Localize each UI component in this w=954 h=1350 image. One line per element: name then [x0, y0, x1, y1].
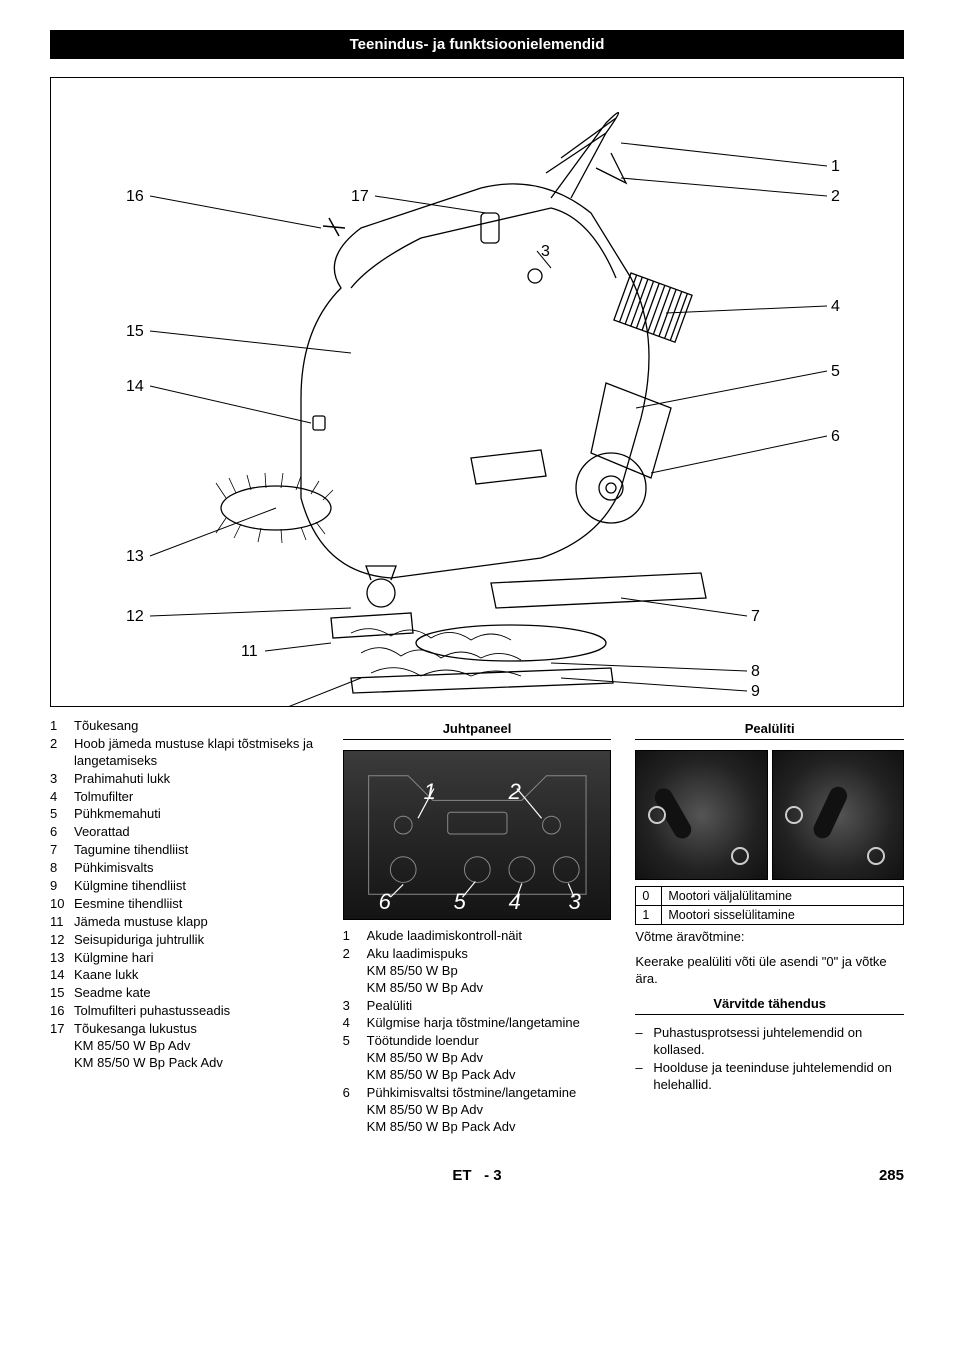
switch-photo-0: [635, 750, 767, 880]
legend-item: 2Aku laadimispuksKM 85/50 W BpKM 85/50 W…: [343, 946, 612, 997]
legend-item: 4Tolmufilter: [50, 789, 319, 806]
footer-lang: ET: [452, 1167, 471, 1184]
callout-7: 7: [751, 608, 760, 626]
legend-item: 14Kaane lukk: [50, 967, 319, 984]
callout-3: 3: [541, 243, 550, 261]
legend-item: 2Hoob jämeda mustuse klapi tõstmiseks ja…: [50, 736, 319, 770]
callout-9: 9: [751, 683, 760, 701]
legend-item: 12Seisupiduriga juhtrullik: [50, 932, 319, 949]
panel-callout-4: 4: [509, 889, 521, 915]
legend-item: 16Tolmufilteri puhastusseadis: [50, 1003, 319, 1020]
footer-page-local: 3: [493, 1167, 501, 1184]
panel-header: Juhtpaneel: [343, 721, 612, 740]
legend-item: 4Külgmise harja tõstmine/langetamine: [343, 1015, 612, 1032]
panel-photo: 1 2 6 5 4 3: [343, 750, 612, 920]
page-footer: ET - 3 285: [50, 1167, 904, 1184]
footer-sep: -: [484, 1167, 489, 1184]
callout-14: 14: [126, 378, 144, 396]
callout-13: 13: [126, 548, 144, 566]
legend-item: 9Külgmine tihendliist: [50, 878, 319, 895]
legend-item: 11Jämeda mustuse klapp: [50, 914, 319, 931]
table-row: 0Mootori väljalülitamine: [636, 887, 904, 906]
panel-callout-6: 6: [379, 889, 391, 915]
panel-callout-5: 5: [454, 889, 466, 915]
callout-1: 1: [831, 158, 840, 176]
panel-callout-1: 1: [424, 779, 436, 805]
panel-callout-3: 3: [569, 889, 581, 915]
legend-main-col: 1Tõukesang2Hoob jämeda mustuse klapi tõs…: [50, 717, 319, 1137]
legend-item: 10Eesmine tihendliist: [50, 896, 319, 913]
legend-item: 3Pealüliti: [343, 998, 612, 1015]
control-panel-col: Juhtpaneel 1 2 6 5 4 3 1Akude laadimiskontrol…: [343, 717, 612, 1137]
legend-item: 5Pühkmemahuti: [50, 806, 319, 823]
callout-5: 5: [831, 363, 840, 381]
callout-12: 12: [126, 608, 144, 626]
switch-photo-1: [772, 750, 904, 880]
legend-item: 15Seadme kate: [50, 985, 319, 1002]
callout-8: 8: [751, 663, 760, 681]
legend-item: 7Tagumine tihendliist: [50, 842, 319, 859]
legend-item: 3Prahimahuti lukk: [50, 771, 319, 788]
footer-page-global: 285: [879, 1167, 904, 1184]
legend-item: 17Tõukesanga lukustusKM 85/50 W Bp AdvKM…: [50, 1021, 319, 1072]
section-title: Teenindus- ja funktsioonielemendid: [50, 30, 904, 59]
callout-15: 15: [126, 323, 144, 341]
legend-item: 6Pühkimisvaltsi tõstmine/langetamineKM 8…: [343, 1085, 612, 1136]
legend-item: 6Veorattad: [50, 824, 319, 841]
legend-item: 13Külgmine hari: [50, 950, 319, 967]
switch-state-table: 0Mootori väljalülitamine1Mootori sisselü…: [635, 886, 904, 925]
main-diagram: 1617151413121110123456789: [50, 77, 904, 707]
legend-item: 5Töötundide loendurKM 85/50 W Bp AdvKM 8…: [343, 1033, 612, 1084]
color-meaning-list: –Puhastusprotsessi juhtelemendid on koll…: [635, 1025, 904, 1095]
main-switch-col: Pealüliti 0Mootori väljalülitamine1Mooto…: [635, 717, 904, 1137]
list-item: –Puhastusprotsessi juhtelemendid on koll…: [635, 1025, 904, 1059]
callout-6: 6: [831, 428, 840, 446]
switch-header: Pealüliti: [635, 721, 904, 740]
callout-11: 11: [241, 643, 258, 661]
table-row: 1Mootori sisselülitamine: [636, 906, 904, 925]
color-header: Värvitde tähendus: [635, 996, 904, 1015]
legend-item: 8Pühkimisvalts: [50, 860, 319, 877]
legend-item: 1Tõukesang: [50, 718, 319, 735]
callout-17: 17: [351, 188, 369, 206]
list-item: –Hoolduse ja teeninduse juhtelemendid on…: [635, 1060, 904, 1094]
callout-4: 4: [831, 298, 840, 316]
legend-item: 1Akude laadimiskontroll-näit: [343, 928, 612, 945]
callout-16: 16: [126, 188, 144, 206]
key-removal-body: Keerake pealüliti võti üle asendi "0" ja…: [635, 954, 904, 988]
callout-2: 2: [831, 188, 840, 206]
panel-callout-2: 2: [509, 779, 521, 805]
key-removal-title: Võtme äravõtmine:: [635, 929, 904, 946]
